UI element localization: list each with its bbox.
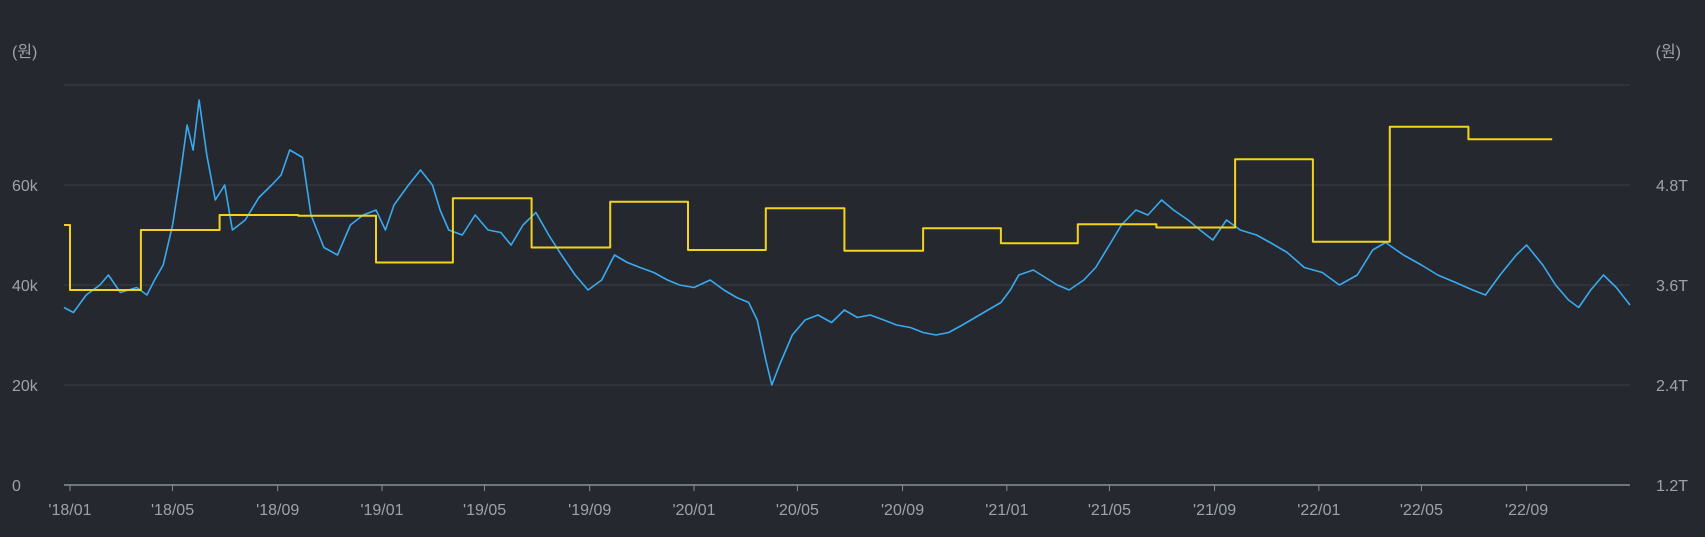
x-tick-label: '21/09 bbox=[1193, 502, 1236, 519]
series-layer bbox=[63, 99, 1631, 386]
grid-lines bbox=[64, 84, 1630, 386]
x-tick-label: '22/09 bbox=[1505, 502, 1548, 519]
y-left-tick-label: 20k bbox=[12, 378, 39, 395]
y-right-unit-label: (원) bbox=[1656, 43, 1681, 61]
x-tick-label: '20/05 bbox=[776, 502, 819, 519]
x-tick-label: '18/01 bbox=[48, 502, 91, 519]
axes: (원) (원) 0 20k 40k 60k 1.2T 2.4T 3.6T 4.8T '18/01… bbox=[12, 43, 1688, 519]
y-right-tick-label: 1.2T bbox=[1656, 478, 1688, 495]
x-tick-label: '21/01 bbox=[985, 502, 1028, 519]
x-tick-label: '20/09 bbox=[881, 502, 924, 519]
x-tick-label: '19/01 bbox=[360, 502, 403, 519]
y-right-tick-label: 3.6T bbox=[1656, 278, 1688, 295]
series-line-left-axis bbox=[63, 99, 1631, 386]
y-left-tick-label: 60k bbox=[12, 178, 39, 195]
y-left-unit-label: (원) bbox=[12, 43, 37, 61]
x-tick-label: '18/09 bbox=[256, 502, 299, 519]
x-tick-label: '22/05 bbox=[1400, 502, 1443, 519]
x-tick-label: '19/05 bbox=[463, 502, 506, 519]
y-left-tick-label: 40k bbox=[12, 278, 39, 295]
y-right-tick-label: 4.8T bbox=[1656, 178, 1688, 195]
series-line-right-axis bbox=[64, 125, 1553, 291]
x-tick-label: '20/01 bbox=[672, 502, 715, 519]
x-tick-label: '18/05 bbox=[151, 502, 194, 519]
x-tick-label: '22/01 bbox=[1297, 502, 1340, 519]
x-tick-label: '21/05 bbox=[1088, 502, 1131, 519]
y-right-tick-label: 2.4T bbox=[1656, 378, 1688, 395]
x-tick-label: '19/09 bbox=[568, 502, 611, 519]
y-left-tick-label: 0 bbox=[12, 478, 21, 495]
